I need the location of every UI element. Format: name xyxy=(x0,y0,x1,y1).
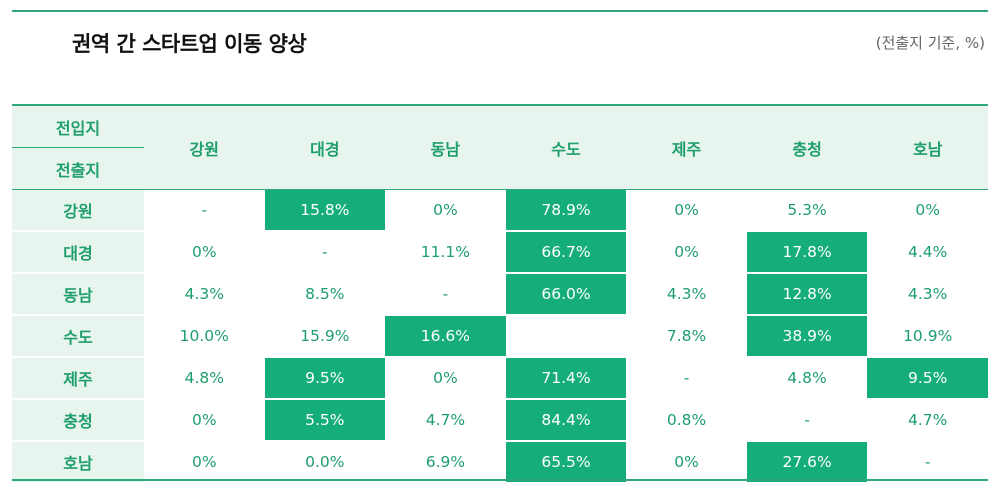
table-cell: 66.0% xyxy=(505,272,627,315)
table-cell: 0% xyxy=(144,230,265,273)
row-header: 충청 xyxy=(12,398,144,441)
table-cell: 0.8% xyxy=(626,398,747,441)
table-cell: 4.4% xyxy=(867,230,988,273)
origin-axis-label: 전출지 xyxy=(12,147,144,190)
table-row: 호남 0% 0.0% 6.9% 65.5% 0% 27.6% - xyxy=(12,440,988,482)
table-cell: 9.5% xyxy=(867,356,988,399)
table-cell: 10.9% xyxy=(867,314,988,357)
table-body: 강원 -15.8% 0% 78.9% 0% 5.3% 0% 대경 0% -11.1% 66.7% 0%… xyxy=(12,189,988,482)
table-cell: 0.0% xyxy=(264,440,386,482)
migration-table: 전입지 강원 대경 동남 수도 제주 충청 호남 전출지 강원 -15.8% 0% 7… xyxy=(12,104,988,482)
table-cell: 11.1% xyxy=(385,230,506,273)
row-header: 수도 xyxy=(12,314,144,357)
table-cell xyxy=(505,314,627,357)
col-header: 제주 xyxy=(626,105,747,190)
unit-note: (전출지 기준, %) xyxy=(875,34,985,52)
table-cell: 0% xyxy=(626,440,747,482)
table-cell: 5.5% xyxy=(264,398,386,441)
table-cell: 0% xyxy=(144,398,265,441)
table-cell: 0% xyxy=(867,189,988,231)
table-cell: 16.6% xyxy=(385,314,506,357)
table-row: 수도 10.0% 15.9% 16.6% 7.8% 38.9% 10.9% xyxy=(12,314,988,357)
col-header: 강원 xyxy=(144,105,265,190)
table-cell: 78.9% xyxy=(505,189,627,231)
row-header: 호남 xyxy=(12,440,144,482)
table-cell: 27.6% xyxy=(746,440,868,482)
top-rule xyxy=(12,10,988,12)
table-cell: 84.4% xyxy=(505,398,627,441)
table-cell: - xyxy=(144,189,265,231)
table-cell: - xyxy=(264,230,386,273)
table-cell: 7.8% xyxy=(626,314,747,357)
table-cell: 15.9% xyxy=(264,314,386,357)
table-cell: 66.7% xyxy=(505,230,627,273)
table-cell: - xyxy=(385,272,506,315)
table-cell: 10.0% xyxy=(144,314,265,357)
table-row: 충청 0% 5.5% 4.7% 84.4% 0.8% -4.7% xyxy=(12,398,988,441)
table-cell: 4.3% xyxy=(867,272,988,315)
table-row: 제주 4.8% 9.5% 0% 71.4% -4.8% 9.5% xyxy=(12,356,988,399)
page-title: 권역 간 스타트업 이동 양상 xyxy=(72,32,307,56)
bottom-rule xyxy=(12,479,988,481)
table-cell: 0% xyxy=(626,230,747,273)
table-cell: 0% xyxy=(144,440,265,482)
col-header: 호남 xyxy=(867,105,988,190)
header-row: 전입지 강원 대경 동남 수도 제주 충청 호남 xyxy=(12,105,988,190)
header-row: 전출지 xyxy=(12,147,988,190)
table-cell: 4.7% xyxy=(867,398,988,441)
table-cell: 4.8% xyxy=(746,356,868,399)
table-cell: 12.8% xyxy=(746,272,868,315)
table-cell: 0% xyxy=(626,189,747,231)
col-header: 동남 xyxy=(385,105,506,190)
table-row: 동남 4.3% 8.5% -66.0% 4.3% 12.8% 4.3% xyxy=(12,272,988,315)
table-cell: 38.9% xyxy=(746,314,868,357)
table-cell: 5.3% xyxy=(746,189,868,231)
dest-axis-label: 전입지 xyxy=(12,105,144,148)
row-header: 대경 xyxy=(12,230,144,273)
col-header: 대경 xyxy=(264,105,386,190)
table-cell: 0% xyxy=(385,356,506,399)
row-header: 동남 xyxy=(12,272,144,315)
table-cell: 4.7% xyxy=(385,398,506,441)
table-cell: 0% xyxy=(385,189,506,231)
table-cell: 4.3% xyxy=(626,272,747,315)
table-cell: 71.4% xyxy=(505,356,627,399)
table-cell: 17.8% xyxy=(746,230,868,273)
col-header: 수도 xyxy=(505,105,627,190)
col-header: 충청 xyxy=(746,105,868,190)
table-cell: 65.5% xyxy=(505,440,627,482)
table-cell: - xyxy=(746,398,868,441)
table-cell: 9.5% xyxy=(264,356,386,399)
table-cell: 15.8% xyxy=(264,189,386,231)
table-cell: 6.9% xyxy=(385,440,506,482)
table-row: 강원 -15.8% 0% 78.9% 0% 5.3% 0% xyxy=(12,189,988,231)
table-cell: 4.8% xyxy=(144,356,265,399)
row-header: 제주 xyxy=(12,356,144,399)
row-header: 강원 xyxy=(12,189,144,231)
table-cell: 4.3% xyxy=(144,272,265,315)
table-row: 대경 0% -11.1% 66.7% 0% 17.8% 4.4% xyxy=(12,230,988,273)
table-cell: - xyxy=(626,356,747,399)
table-cell: - xyxy=(867,440,988,482)
table-cell: 8.5% xyxy=(264,272,386,315)
